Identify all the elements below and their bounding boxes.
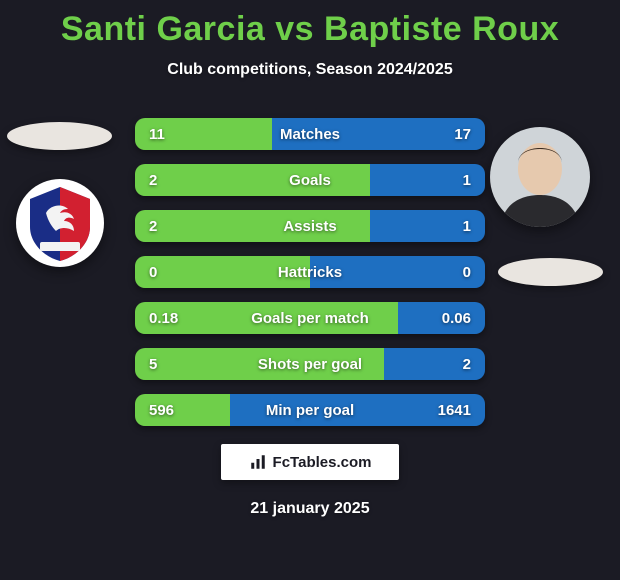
club-crest-icon bbox=[16, 179, 104, 267]
stat-label: Goals bbox=[135, 172, 485, 189]
vs-text: vs bbox=[275, 10, 314, 48]
row-content: 0.18Goals per match0.06 bbox=[135, 302, 485, 334]
player1-name: Santi Garcia bbox=[61, 10, 265, 48]
stat-row: 5Shots per goal2 bbox=[135, 348, 485, 380]
stat-label: Matches bbox=[135, 126, 485, 143]
stat-row: 11Matches17 bbox=[135, 118, 485, 150]
row-content: 2Goals1 bbox=[135, 164, 485, 196]
comparison-page: Santi Garcia vs Baptiste Roux Club compe… bbox=[0, 0, 620, 580]
stat-row: 596Min per goal1641 bbox=[135, 394, 485, 426]
row-content: 2Assists1 bbox=[135, 210, 485, 242]
stat-row: 2Goals1 bbox=[135, 164, 485, 196]
stat-row: 0Hattricks0 bbox=[135, 256, 485, 288]
stat-label: Min per goal bbox=[135, 402, 485, 419]
page-title: Santi Garcia vs Baptiste Roux bbox=[0, 0, 620, 49]
player-photo-icon bbox=[490, 127, 590, 227]
brand-label: FcTables.com bbox=[273, 454, 372, 471]
player2-name: Baptiste Roux bbox=[324, 10, 559, 48]
row-content: 5Shots per goal2 bbox=[135, 348, 485, 380]
left-club-oval bbox=[7, 122, 112, 150]
stat-label: Assists bbox=[135, 218, 485, 235]
brand-bold: Fc bbox=[273, 454, 291, 471]
stat-label: Shots per goal bbox=[135, 356, 485, 373]
right-player-avatar bbox=[490, 127, 590, 227]
stat-row: 2Assists1 bbox=[135, 210, 485, 242]
date-label: 21 january 2025 bbox=[0, 500, 620, 518]
branding-badge[interactable]: FcTables.com bbox=[221, 444, 399, 480]
stat-label: Hattricks bbox=[135, 264, 485, 281]
row-content: 0Hattricks0 bbox=[135, 256, 485, 288]
row-content: 11Matches17 bbox=[135, 118, 485, 150]
brand-rest: Tables.com bbox=[290, 454, 371, 471]
bar-chart-icon bbox=[249, 453, 267, 471]
left-club-badge bbox=[16, 179, 104, 267]
row-content: 596Min per goal1641 bbox=[135, 394, 485, 426]
right-club-oval bbox=[498, 258, 603, 286]
subtitle: Club competitions, Season 2024/2025 bbox=[0, 61, 620, 79]
stat-row: 0.18Goals per match0.06 bbox=[135, 302, 485, 334]
stats-block: 11Matches17 2Goals1 2Assists1 0Hattricks0 0.… bbox=[135, 118, 485, 440]
stat-label: Goals per match bbox=[135, 310, 485, 327]
